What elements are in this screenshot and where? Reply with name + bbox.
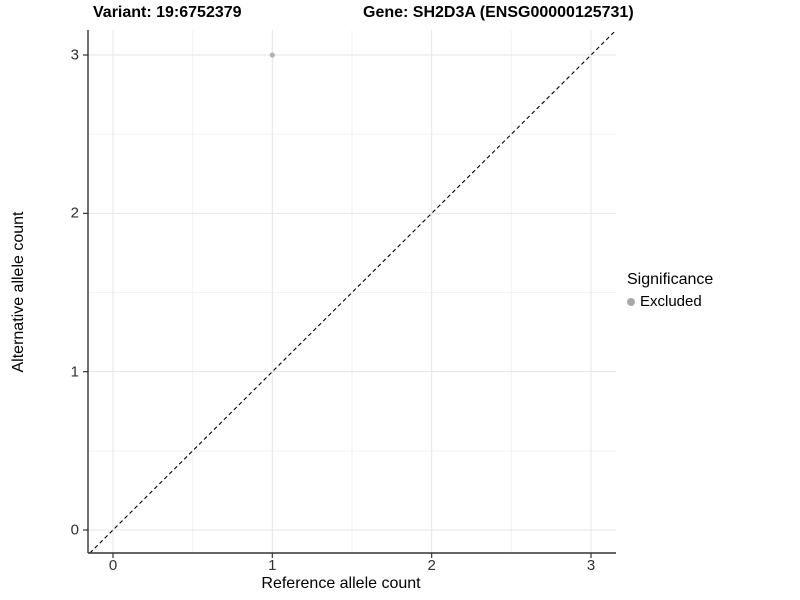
data-point (269, 52, 275, 58)
x-tick-label: 1 (268, 557, 277, 574)
y-tick-label: 1 (70, 363, 79, 381)
x-tick-label: 0 (108, 557, 118, 574)
y-tick-label: 2 (70, 204, 79, 222)
excluded-dot-icon (627, 297, 635, 306)
legend-item-label: Excluded (640, 293, 702, 310)
x-tick-label: 3 (586, 557, 596, 574)
plot-title-variant: Variant: 19:6752379 (93, 4, 242, 21)
y-tick-label: 0 (70, 521, 79, 539)
x-tick-label: 2 (427, 557, 436, 574)
x-axis-title: Reference allele count (261, 575, 421, 592)
legend-title: Significance (627, 271, 714, 288)
identity-line (89, 29, 617, 554)
legend: Significance Excluded (627, 271, 713, 310)
plot-title-gene: Gene: SH2D3A (ENSG00000125731) (363, 4, 634, 21)
legend-item-excluded: Excluded (627, 293, 713, 310)
y-axis-title: Alternative allele count (10, 211, 27, 373)
y-tick-label: 3 (70, 46, 79, 64)
